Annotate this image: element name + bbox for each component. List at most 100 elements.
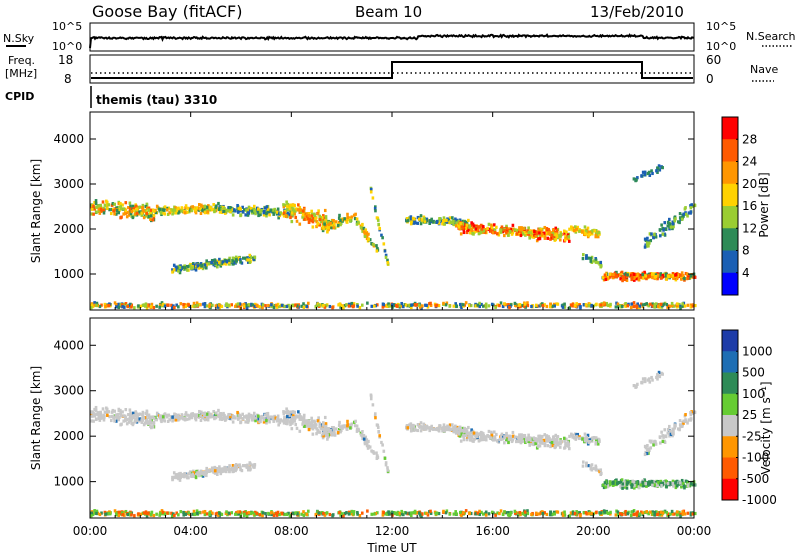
velocity-cell <box>137 512 140 515</box>
velocity-cell <box>516 440 519 443</box>
velocity-cell <box>136 415 139 418</box>
velocity-cell <box>598 438 601 441</box>
power-cell <box>162 208 165 211</box>
power-cell <box>147 208 150 211</box>
power-cell <box>133 306 136 309</box>
power-cell <box>187 303 190 306</box>
velocity-cell <box>338 511 341 514</box>
power-cell <box>255 304 258 307</box>
velocity-cell <box>410 422 413 425</box>
velocity-cell <box>490 431 493 434</box>
power-cell <box>665 303 668 306</box>
power-cell <box>405 303 408 306</box>
power-cell <box>414 303 417 306</box>
power-cell <box>302 213 305 216</box>
power-cell <box>538 231 541 234</box>
velocity-cell <box>308 421 311 424</box>
power-cell <box>500 231 503 234</box>
power-cell <box>317 222 320 225</box>
power-cell <box>153 214 156 217</box>
power-cell <box>240 213 243 216</box>
velocity-cell <box>469 438 472 441</box>
velocity-cell <box>656 373 659 376</box>
power-cell <box>357 221 360 224</box>
power-cell <box>685 213 688 216</box>
velocity-cell <box>351 422 354 425</box>
velocity-cell <box>541 440 544 443</box>
power-cell <box>99 204 102 207</box>
velocity-cell <box>356 425 359 428</box>
power-cell <box>312 225 315 228</box>
velocity-cell <box>590 512 593 515</box>
velocity-cell <box>465 509 468 512</box>
velocity-cell <box>657 513 660 516</box>
radar-figure: Goose Bay (fitACF) Beam 10 13/Feb/2010 N… <box>0 0 800 554</box>
velocity-cell <box>662 440 665 443</box>
power-cell <box>305 305 308 308</box>
velocity-cell <box>504 436 507 439</box>
power-cell <box>644 171 647 174</box>
power-cell <box>579 306 582 309</box>
velocity-cell <box>95 409 98 412</box>
power-cell <box>567 235 570 238</box>
power-cell <box>551 234 554 237</box>
velocity-cell <box>218 512 221 515</box>
velocity-cell <box>311 426 314 429</box>
velocity-cell <box>105 406 108 409</box>
power-y-axis: 1000200030004000 <box>53 132 694 281</box>
velocity-cell <box>95 406 98 409</box>
velocity-cell <box>645 510 648 513</box>
power-cell <box>494 306 497 309</box>
velocity-cell <box>122 414 125 417</box>
velocity-cell <box>559 446 562 449</box>
power-cell <box>633 305 636 308</box>
velocity-cell <box>687 484 690 487</box>
velocity-heatmap <box>90 371 697 518</box>
velocity-cell <box>669 430 672 433</box>
nsky-series <box>90 35 694 48</box>
velocity-cell <box>228 512 231 515</box>
power-cell <box>547 228 550 231</box>
power-cell <box>660 223 663 226</box>
velocity-cell <box>124 419 127 422</box>
velocity-cell <box>541 512 544 515</box>
velocity-cell <box>264 512 267 515</box>
colorbar-swatch <box>722 184 738 207</box>
power-cell <box>308 221 311 224</box>
velocity-cell <box>162 418 165 421</box>
velocity-cell <box>196 413 199 416</box>
velocity-cell <box>100 415 103 418</box>
velocity-cell <box>685 420 688 423</box>
velocity-cell <box>285 421 288 424</box>
power-cell <box>236 204 239 207</box>
power-cell <box>159 208 162 211</box>
power-cell <box>266 205 269 208</box>
velocity-cell <box>200 419 203 422</box>
velocity-cell <box>187 473 190 476</box>
velocity-cell <box>372 450 375 453</box>
power-cell <box>595 261 598 264</box>
velocity-cell <box>382 511 385 514</box>
power-cell <box>124 212 127 215</box>
power-cell <box>370 305 373 308</box>
velocity-cell <box>219 418 222 421</box>
velocity-cell <box>458 432 461 435</box>
velocity-cell <box>462 434 465 437</box>
power-cell <box>482 225 485 228</box>
power-cell <box>351 215 354 218</box>
power-cell <box>374 209 377 212</box>
velocity-cell <box>489 437 492 440</box>
power-cell <box>607 304 610 307</box>
velocity-cell <box>117 514 120 517</box>
power-cell <box>206 206 209 209</box>
velocity-cell <box>470 435 473 438</box>
velocity-cell <box>263 418 266 421</box>
velocity-cell <box>568 514 571 517</box>
velocity-cell <box>485 510 488 513</box>
power-cell <box>684 206 687 209</box>
power-cell <box>573 229 576 232</box>
power-cell <box>218 304 221 307</box>
power-cell <box>209 206 212 209</box>
freq-tick-top: 18 <box>58 53 73 67</box>
power-cell <box>92 205 95 208</box>
